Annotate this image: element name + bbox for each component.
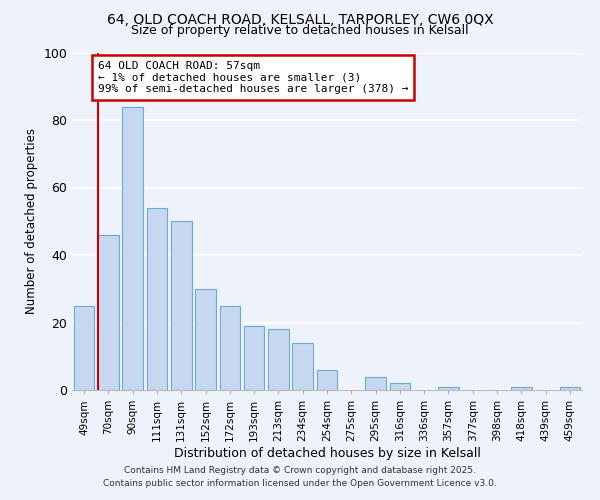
Bar bbox=[365, 376, 386, 390]
Bar bbox=[438, 386, 459, 390]
Bar bbox=[220, 306, 240, 390]
Bar bbox=[244, 326, 265, 390]
Bar bbox=[122, 106, 143, 390]
Text: Size of property relative to detached houses in Kelsall: Size of property relative to detached ho… bbox=[131, 24, 469, 37]
Bar bbox=[74, 306, 94, 390]
Bar bbox=[389, 383, 410, 390]
Y-axis label: Number of detached properties: Number of detached properties bbox=[25, 128, 38, 314]
Bar bbox=[146, 208, 167, 390]
Bar bbox=[268, 329, 289, 390]
Text: 64 OLD COACH ROAD: 57sqm
← 1% of detached houses are smaller (3)
99% of semi-det: 64 OLD COACH ROAD: 57sqm ← 1% of detache… bbox=[98, 61, 409, 94]
Text: 64, OLD COACH ROAD, KELSALL, TARPORLEY, CW6 0QX: 64, OLD COACH ROAD, KELSALL, TARPORLEY, … bbox=[107, 12, 493, 26]
X-axis label: Distribution of detached houses by size in Kelsall: Distribution of detached houses by size … bbox=[173, 446, 481, 460]
Bar bbox=[171, 221, 191, 390]
Bar bbox=[317, 370, 337, 390]
Text: Contains HM Land Registry data © Crown copyright and database right 2025.
Contai: Contains HM Land Registry data © Crown c… bbox=[103, 466, 497, 487]
Bar bbox=[511, 386, 532, 390]
Bar bbox=[195, 289, 216, 390]
Bar bbox=[292, 343, 313, 390]
Bar bbox=[560, 386, 580, 390]
Bar bbox=[98, 235, 119, 390]
